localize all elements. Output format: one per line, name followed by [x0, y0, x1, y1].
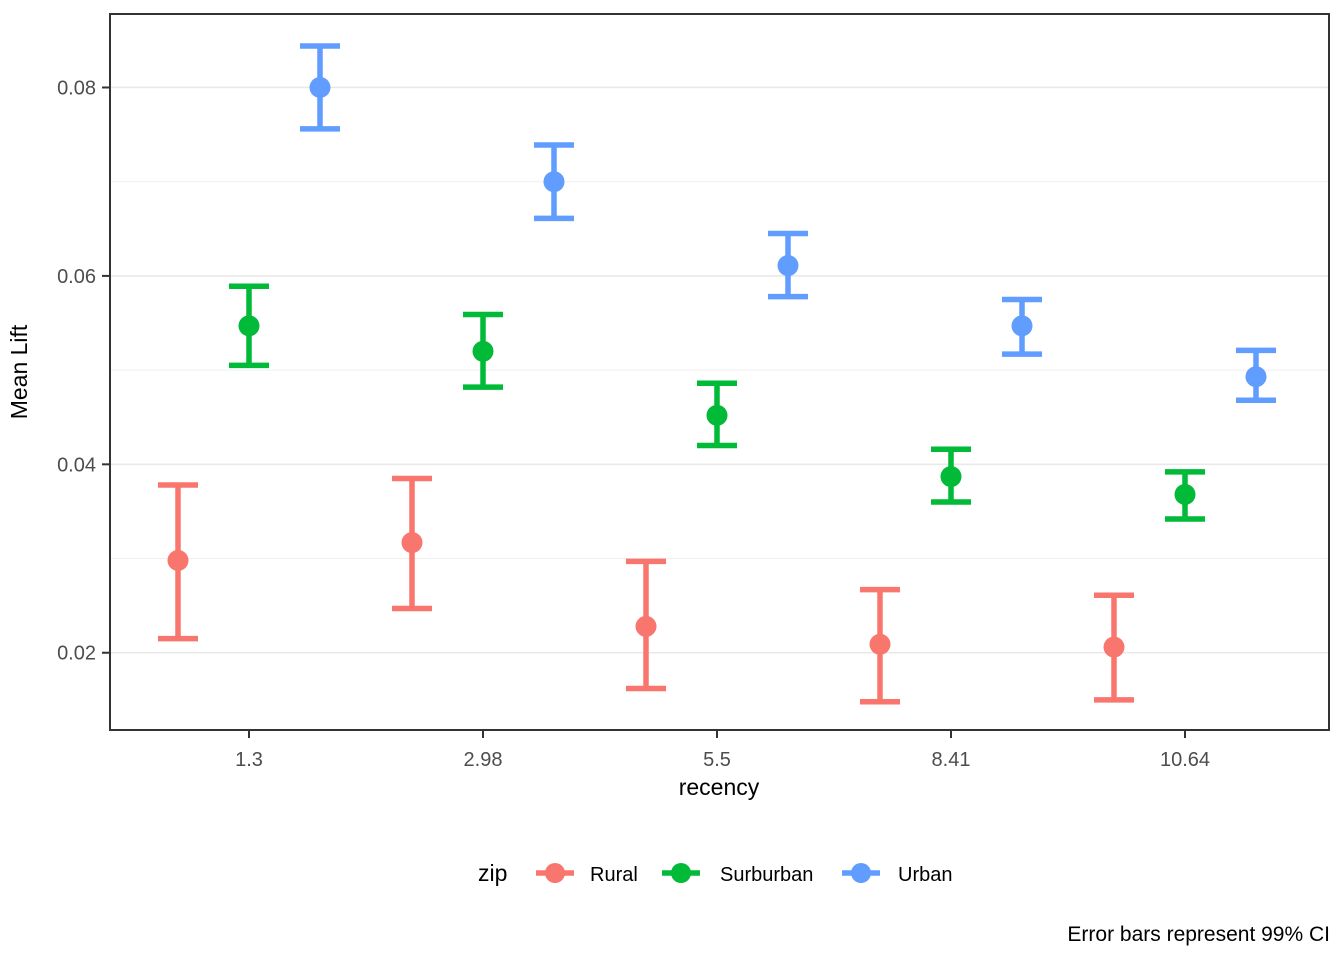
y-axis: 0.02 0.04 0.06 0.08 [57, 77, 110, 665]
data-point [309, 76, 331, 98]
data-point [706, 404, 728, 426]
data-point [1011, 315, 1033, 337]
data-marks [158, 43, 1276, 705]
y-tick-label: 0.02 [57, 643, 96, 665]
data-point [940, 466, 962, 488]
legend-key-dot [851, 863, 871, 883]
errorbar-point-rural-2.98 [392, 475, 432, 612]
data-point [777, 255, 799, 277]
errorbar-point-surburban-5.5 [697, 380, 737, 449]
legend-item-rural: Rural [536, 863, 638, 886]
errorbar-point-rural-1.3 [158, 482, 198, 642]
legend-label: Surburban [720, 864, 813, 886]
errorbar-point-surburban-1.3 [229, 283, 269, 369]
errorbar-point-surburban-8.41 [931, 446, 971, 505]
legend-key-dot [671, 863, 691, 883]
data-point [1245, 366, 1267, 388]
data-point [1174, 483, 1196, 505]
errorbar-point-urban-5.5 [768, 230, 808, 300]
plot-panel [110, 14, 1329, 730]
legend-item-surburban: Surburban [662, 863, 813, 886]
panel-border [109, 13, 1330, 731]
legend: Rural Surburban Urban [536, 863, 952, 886]
data-point [1103, 636, 1125, 658]
errorbar-point-surburban-10.64 [1165, 469, 1205, 522]
x-tick-label: 8.41 [932, 749, 971, 771]
data-point [543, 171, 565, 193]
errorbar-point-rural-8.41 [860, 586, 900, 705]
legend-item-urban: Urban [842, 863, 952, 886]
data-point [401, 532, 423, 554]
errorbar-point-urban-2.98 [534, 142, 574, 222]
data-point [635, 615, 657, 637]
x-axis: 1.3 2.98 5.5 8.41 10.64 [235, 730, 1210, 771]
y-axis-title: Mean Lift [6, 324, 32, 419]
errorbar-point-urban-8.41 [1002, 296, 1042, 357]
y-tick-label: 0.08 [57, 77, 96, 99]
data-point [869, 633, 891, 655]
data-point [167, 549, 189, 571]
errorbar-point-rural-5.5 [626, 558, 666, 692]
y-tick-label: 0.04 [57, 454, 96, 476]
legend-label: Urban [898, 864, 952, 886]
data-point [472, 340, 494, 362]
data-point [238, 315, 260, 337]
errorbar-point-surburban-2.98 [463, 311, 503, 390]
legend-label: Rural [590, 864, 638, 886]
x-axis-title: recency [679, 774, 760, 800]
chart-caption: Error bars represent 99% CI [1067, 923, 1330, 946]
x-tick-label: 10.64 [1160, 749, 1210, 771]
errorbar-point-rural-10.64 [1094, 592, 1134, 703]
x-tick-label: 2.98 [464, 749, 503, 771]
legend-key-dot [545, 863, 565, 883]
legend-title: zip [478, 860, 507, 886]
errorbar-point-urban-10.64 [1236, 347, 1276, 404]
x-tick-label: 5.5 [703, 749, 731, 771]
x-tick-label: 1.3 [235, 749, 263, 771]
y-tick-label: 0.06 [57, 266, 96, 288]
errorbar-point-urban-1.3 [300, 43, 340, 132]
